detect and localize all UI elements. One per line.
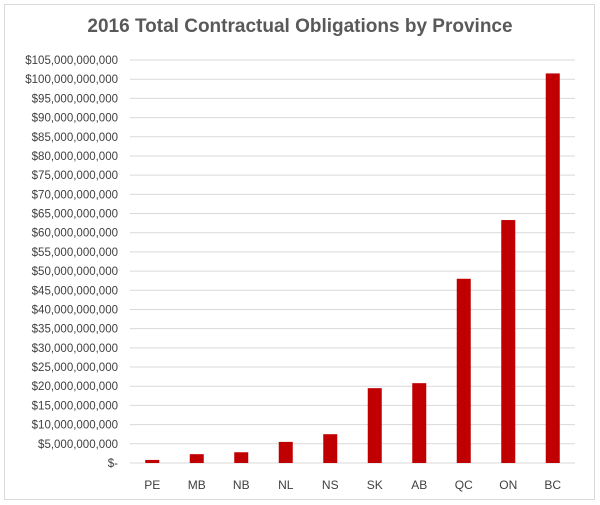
y-tick-label: $100,000,000,000 xyxy=(25,74,118,86)
y-tick-label: $5,000,000,000 xyxy=(38,439,118,451)
y-tick-label: $25,000,000,000 xyxy=(32,362,118,374)
gridlines xyxy=(130,59,575,464)
x-tick-label-qc: QC xyxy=(455,478,473,492)
bar-ns xyxy=(323,434,338,463)
bar-nl xyxy=(278,441,293,463)
bar-on xyxy=(501,220,516,463)
y-tick-label: $35,000,000,000 xyxy=(32,324,118,336)
y-tick-label: $75,000,000,000 xyxy=(32,170,118,182)
bar-ab xyxy=(412,383,427,463)
x-tick-label-mb: MB xyxy=(188,478,206,492)
bar-pe xyxy=(145,459,160,463)
bar-nb xyxy=(234,452,249,463)
y-tick-label: $40,000,000,000 xyxy=(32,304,118,316)
y-tick-label: $20,000,000,000 xyxy=(32,381,118,393)
x-tick-label-ab: AB xyxy=(411,478,427,492)
bar-mb xyxy=(189,454,204,463)
chart-title: 2016 Total Contractual Obligations by Pr… xyxy=(87,16,513,37)
y-tick-label: $65,000,000,000 xyxy=(32,209,118,221)
bars xyxy=(145,73,560,463)
y-tick-label: $15,000,000,000 xyxy=(32,400,118,412)
x-tick-label-on: ON xyxy=(499,478,517,492)
y-tick-label: $95,000,000,000 xyxy=(32,93,118,105)
bar-qc xyxy=(456,278,471,463)
y-tick-label: $45,000,000,000 xyxy=(32,285,118,297)
y-tick-label: $30,000,000,000 xyxy=(32,343,118,355)
x-tick-label-bc: BC xyxy=(544,478,561,492)
bar-sk xyxy=(367,388,382,463)
y-tick-label: $55,000,000,000 xyxy=(32,247,118,259)
x-tick-label-nb: NB xyxy=(233,478,250,492)
x-axis-ticks: PE MB NB NL NS SK AB QC ON BC xyxy=(144,478,561,492)
y-tick-label: $105,000,000,000 xyxy=(25,55,118,67)
x-tick-label-nl: NL xyxy=(278,478,294,492)
x-tick-label-sk: SK xyxy=(367,478,383,492)
x-tick-label-pe: PE xyxy=(144,478,160,492)
y-tick-label: $70,000,000,000 xyxy=(32,189,118,201)
y-tick-label: $80,000,000,000 xyxy=(32,151,118,163)
y-tick-label: $10,000,000,000 xyxy=(32,420,118,432)
x-tick-label-ns: NS xyxy=(322,478,339,492)
y-tick-label: $- xyxy=(108,458,118,470)
y-tick-label: $85,000,000,000 xyxy=(32,132,118,144)
y-tick-label: $50,000,000,000 xyxy=(32,266,118,278)
y-tick-label: $60,000,000,000 xyxy=(32,228,118,240)
bar-bc xyxy=(545,73,560,463)
y-tick-label: $90,000,000,000 xyxy=(32,113,118,125)
y-axis-ticks: $- $5,000,000,000 $10,000,000,000 $15,000,0… xyxy=(25,55,118,470)
